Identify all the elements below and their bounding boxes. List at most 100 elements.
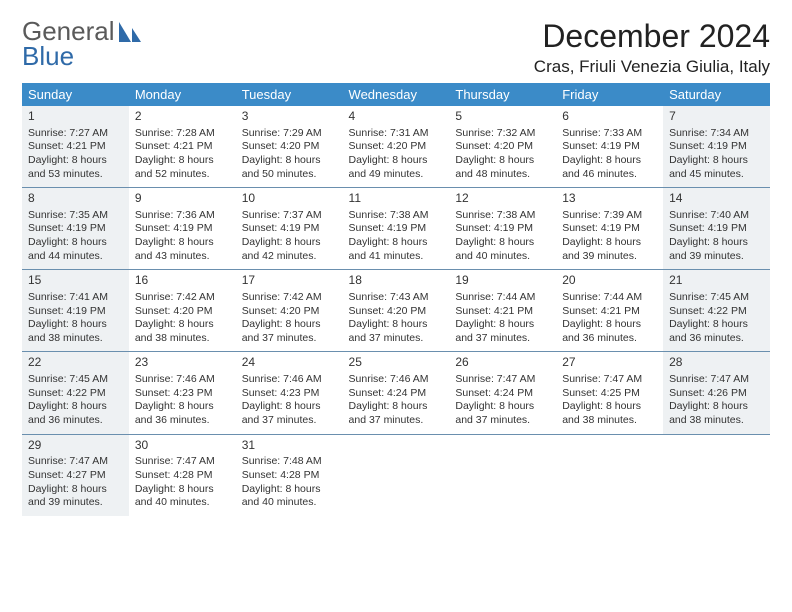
calendar-day-cell: 8Sunrise: 7:35 AMSunset: 4:19 PMDaylight…: [22, 188, 129, 270]
calendar-empty-cell: [556, 434, 663, 516]
weekday-header: Saturday: [663, 83, 770, 106]
sunset-line: Sunset: 4:23 PM: [242, 387, 337, 401]
calendar-day-cell: 30Sunrise: 7:47 AMSunset: 4:28 PMDayligh…: [129, 434, 236, 516]
sunrise-line: Sunrise: 7:46 AM: [135, 373, 230, 387]
sunset-line: Sunset: 4:19 PM: [669, 222, 764, 236]
day-number: 29: [28, 438, 123, 454]
calendar-day-cell: 5Sunrise: 7:32 AMSunset: 4:20 PMDaylight…: [449, 106, 556, 188]
sunset-line: Sunset: 4:20 PM: [242, 140, 337, 154]
daylight-line1: Daylight: 8 hours: [135, 236, 230, 250]
day-number: 21: [669, 273, 764, 289]
sunrise-line: Sunrise: 7:47 AM: [455, 373, 550, 387]
calendar-empty-cell: [663, 434, 770, 516]
sunset-line: Sunset: 4:21 PM: [135, 140, 230, 154]
daylight-line1: Daylight: 8 hours: [349, 236, 444, 250]
sunset-line: Sunset: 4:25 PM: [562, 387, 657, 401]
title-block: December 2024 Cras, Friuli Venezia Giuli…: [534, 18, 770, 77]
daylight-line2: and 39 minutes.: [562, 250, 657, 264]
day-number: 27: [562, 355, 657, 371]
calendar-day-cell: 1Sunrise: 7:27 AMSunset: 4:21 PMDaylight…: [22, 106, 129, 188]
calendar-day-cell: 18Sunrise: 7:43 AMSunset: 4:20 PMDayligh…: [343, 270, 450, 352]
calendar-day-cell: 19Sunrise: 7:44 AMSunset: 4:21 PMDayligh…: [449, 270, 556, 352]
sunrise-line: Sunrise: 7:42 AM: [242, 291, 337, 305]
sunset-line: Sunset: 4:19 PM: [28, 305, 123, 319]
calendar-week: 1Sunrise: 7:27 AMSunset: 4:21 PMDaylight…: [22, 106, 770, 188]
daylight-line2: and 37 minutes.: [242, 332, 337, 346]
sunset-line: Sunset: 4:20 PM: [455, 140, 550, 154]
daylight-line1: Daylight: 8 hours: [455, 400, 550, 414]
sunset-line: Sunset: 4:19 PM: [28, 222, 123, 236]
day-number: 25: [349, 355, 444, 371]
daylight-line1: Daylight: 8 hours: [28, 318, 123, 332]
sunrise-line: Sunrise: 7:27 AM: [28, 127, 123, 141]
calendar-day-cell: 2Sunrise: 7:28 AMSunset: 4:21 PMDaylight…: [129, 106, 236, 188]
day-number: 11: [349, 191, 444, 207]
daylight-line1: Daylight: 8 hours: [669, 154, 764, 168]
daylight-line2: and 38 minutes.: [135, 332, 230, 346]
daylight-line1: Daylight: 8 hours: [562, 236, 657, 250]
daylight-line2: and 40 minutes.: [242, 496, 337, 510]
daylight-line2: and 45 minutes.: [669, 168, 764, 182]
sunrise-line: Sunrise: 7:41 AM: [28, 291, 123, 305]
sunrise-line: Sunrise: 7:44 AM: [562, 291, 657, 305]
day-number: 31: [242, 438, 337, 454]
daylight-line2: and 37 minutes.: [455, 414, 550, 428]
day-number: 12: [455, 191, 550, 207]
daylight-line1: Daylight: 8 hours: [28, 400, 123, 414]
calendar-day-cell: 22Sunrise: 7:45 AMSunset: 4:22 PMDayligh…: [22, 352, 129, 434]
calendar-day-cell: 25Sunrise: 7:46 AMSunset: 4:24 PMDayligh…: [343, 352, 450, 434]
calendar-day-cell: 14Sunrise: 7:40 AMSunset: 4:19 PMDayligh…: [663, 188, 770, 270]
daylight-line2: and 50 minutes.: [242, 168, 337, 182]
sunset-line: Sunset: 4:19 PM: [455, 222, 550, 236]
daylight-line2: and 37 minutes.: [455, 332, 550, 346]
daylight-line2: and 40 minutes.: [135, 496, 230, 510]
sunrise-line: Sunrise: 7:35 AM: [28, 209, 123, 223]
calendar-day-cell: 4Sunrise: 7:31 AMSunset: 4:20 PMDaylight…: [343, 106, 450, 188]
day-number: 20: [562, 273, 657, 289]
sunrise-line: Sunrise: 7:33 AM: [562, 127, 657, 141]
daylight-line1: Daylight: 8 hours: [28, 236, 123, 250]
sunrise-line: Sunrise: 7:43 AM: [349, 291, 444, 305]
daylight-line2: and 38 minutes.: [669, 414, 764, 428]
calendar-table: SundayMondayTuesdayWednesdayThursdayFrid…: [22, 83, 770, 516]
logo-sail-icon: [117, 20, 143, 49]
daylight-line1: Daylight: 8 hours: [669, 400, 764, 414]
day-number: 6: [562, 109, 657, 125]
sunrise-line: Sunrise: 7:47 AM: [135, 455, 230, 469]
day-number: 9: [135, 191, 230, 207]
sunrise-line: Sunrise: 7:31 AM: [349, 127, 444, 141]
daylight-line1: Daylight: 8 hours: [242, 154, 337, 168]
sunrise-line: Sunrise: 7:34 AM: [669, 127, 764, 141]
daylight-line1: Daylight: 8 hours: [242, 483, 337, 497]
daylight-line2: and 42 minutes.: [242, 250, 337, 264]
logo-text: General Blue: [22, 18, 115, 71]
day-number: 22: [28, 355, 123, 371]
sunset-line: Sunset: 4:21 PM: [562, 305, 657, 319]
weekday-header: Tuesday: [236, 83, 343, 106]
day-number: 10: [242, 191, 337, 207]
sunrise-line: Sunrise: 7:47 AM: [562, 373, 657, 387]
day-number: 5: [455, 109, 550, 125]
calendar-day-cell: 10Sunrise: 7:37 AMSunset: 4:19 PMDayligh…: [236, 188, 343, 270]
day-number: 13: [562, 191, 657, 207]
day-number: 16: [135, 273, 230, 289]
sunset-line: Sunset: 4:24 PM: [455, 387, 550, 401]
day-number: 4: [349, 109, 444, 125]
calendar-day-cell: 11Sunrise: 7:38 AMSunset: 4:19 PMDayligh…: [343, 188, 450, 270]
sunrise-line: Sunrise: 7:44 AM: [455, 291, 550, 305]
sunset-line: Sunset: 4:19 PM: [242, 222, 337, 236]
sunrise-line: Sunrise: 7:40 AM: [669, 209, 764, 223]
calendar-body: 1Sunrise: 7:27 AMSunset: 4:21 PMDaylight…: [22, 106, 770, 516]
daylight-line1: Daylight: 8 hours: [242, 400, 337, 414]
daylight-line1: Daylight: 8 hours: [135, 483, 230, 497]
calendar-day-cell: 17Sunrise: 7:42 AMSunset: 4:20 PMDayligh…: [236, 270, 343, 352]
calendar-day-cell: 12Sunrise: 7:38 AMSunset: 4:19 PMDayligh…: [449, 188, 556, 270]
day-number: 19: [455, 273, 550, 289]
calendar-day-cell: 21Sunrise: 7:45 AMSunset: 4:22 PMDayligh…: [663, 270, 770, 352]
daylight-line2: and 37 minutes.: [349, 332, 444, 346]
sunset-line: Sunset: 4:20 PM: [242, 305, 337, 319]
daylight-line2: and 41 minutes.: [349, 250, 444, 264]
daylight-line1: Daylight: 8 hours: [455, 236, 550, 250]
sunset-line: Sunset: 4:19 PM: [669, 140, 764, 154]
daylight-line1: Daylight: 8 hours: [135, 318, 230, 332]
